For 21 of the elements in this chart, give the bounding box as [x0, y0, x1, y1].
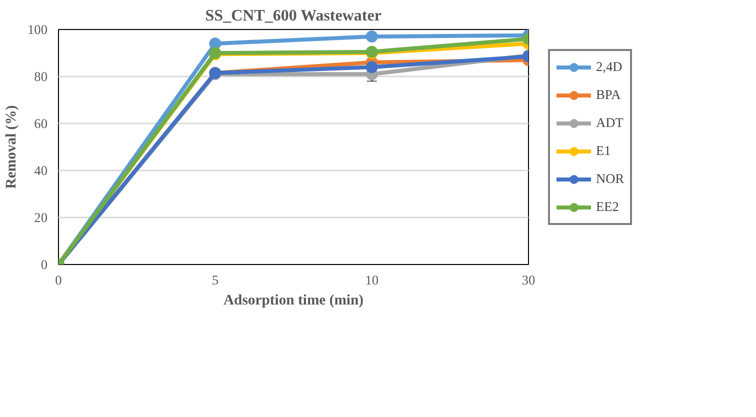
- legend-label: BPA: [596, 87, 621, 103]
- y-tick-label: 100: [28, 22, 48, 37]
- x-tick-label: 30: [522, 272, 536, 288]
- x-tick-label: 10: [365, 272, 379, 288]
- y-tick-label: 60: [34, 116, 48, 131]
- legend-label: E1: [596, 143, 612, 159]
- legend-label: 2,4D: [596, 59, 622, 75]
- y-axis-title: Removal (%): [4, 105, 20, 189]
- point: [366, 61, 378, 74]
- x-axis-title: Adsorption time (min): [223, 292, 364, 308]
- y-tick-label: 20: [34, 210, 48, 225]
- y-tick-label: 80: [34, 69, 48, 84]
- point: [366, 30, 378, 43]
- legend-label: EE2: [596, 199, 619, 215]
- y-tick-label: 40: [34, 163, 48, 178]
- y-tick-label: 0: [40, 257, 48, 272]
- x-tick-label: 5: [212, 272, 219, 288]
- x-tick-label: 0: [55, 272, 62, 288]
- legend-label: ADT: [596, 115, 624, 131]
- chart-title: SS_CNT_600 Wastewater: [205, 8, 382, 24]
- legend-label: NOR: [596, 171, 624, 187]
